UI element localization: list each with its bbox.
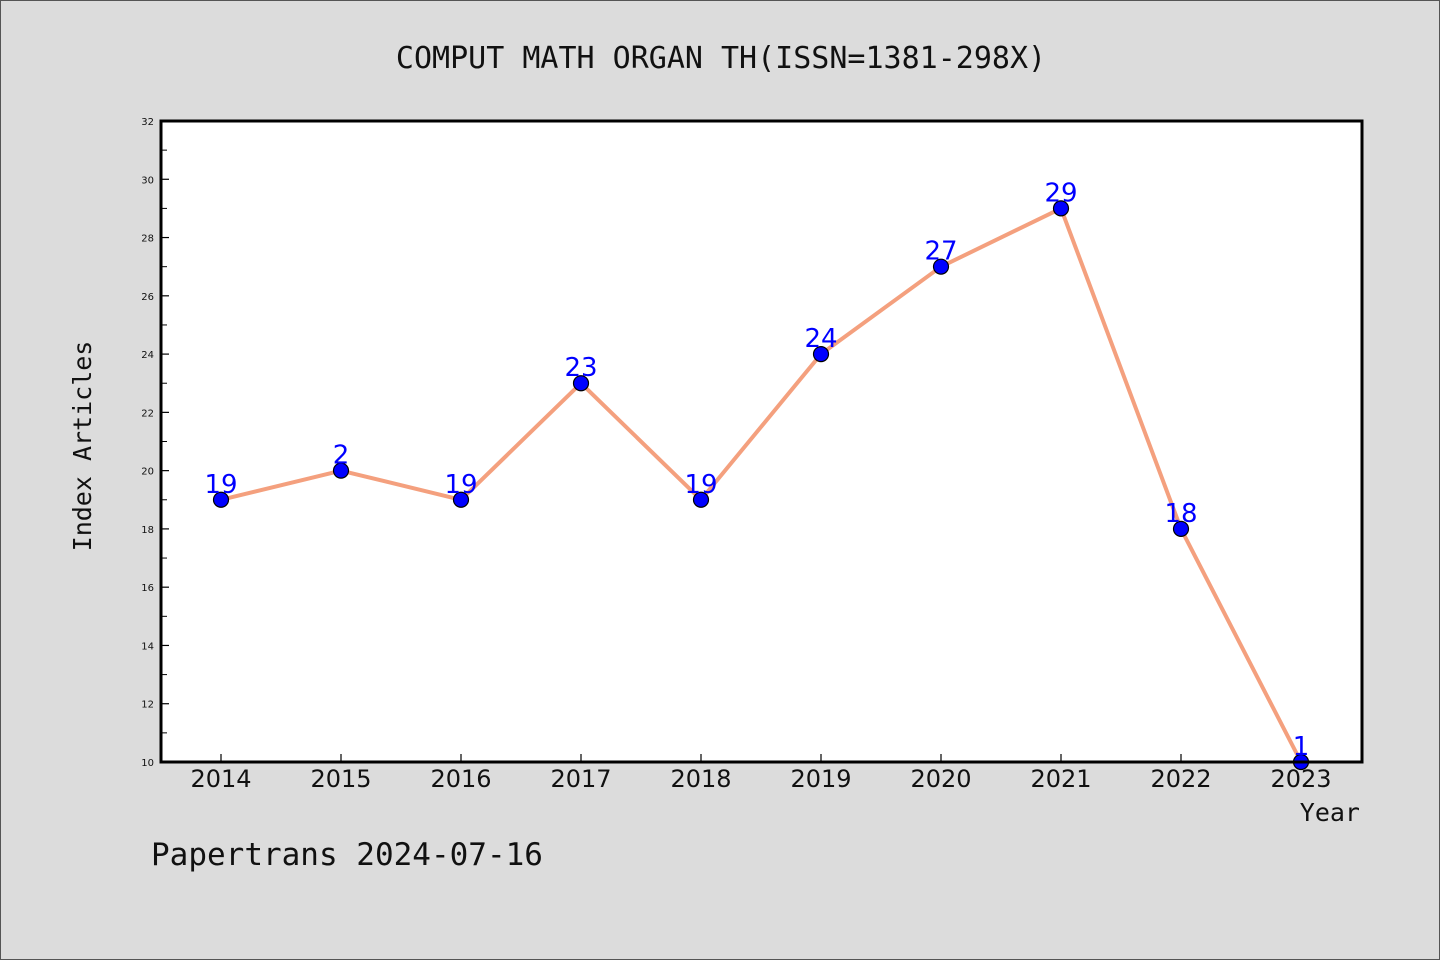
data-point: [572, 375, 590, 392]
data-point: [812, 345, 830, 363]
x-tick-label: 2017: [550, 765, 611, 793]
x-axis-label: Year: [1300, 798, 1360, 827]
data-point: [692, 491, 710, 508]
y-tick-label: 30: [141, 175, 154, 186]
y-tick-label: 14: [141, 641, 154, 652]
x-tick-label: 2015: [310, 765, 371, 793]
plot-area: [161, 121, 1362, 762]
data-label: 29: [1044, 178, 1077, 208]
data-label: 18: [1164, 499, 1197, 529]
x-tick-label: 2019: [790, 765, 851, 793]
x-tick-label: 2018: [670, 765, 731, 793]
y-tick-label: 24: [141, 350, 154, 361]
data-label: 24: [804, 324, 837, 354]
data-label: 23: [564, 353, 597, 383]
data-label: 2: [333, 441, 350, 471]
y-tick-label: 12: [141, 700, 154, 711]
data-label: 19: [684, 470, 717, 500]
footer-source-date: Papertrans 2024-07-16: [151, 837, 543, 873]
x-tick-label: 2021: [1030, 765, 1091, 793]
y-tick-label: 28: [141, 234, 154, 245]
series-line: [220, 206, 1303, 763]
x-tick-label: 2014: [190, 765, 251, 793]
data-point: [452, 491, 470, 508]
y-tick-label: 20: [141, 467, 154, 478]
chart-title: COMPUT MATH ORGAN TH(ISSN=1381-298X): [396, 41, 1046, 76]
data-label: 19: [204, 470, 237, 500]
data-point: [212, 491, 230, 508]
data-label: 27: [924, 237, 957, 267]
data-point: [1172, 520, 1190, 538]
data-label: 19: [444, 470, 477, 500]
y-tick-label: 16: [141, 583, 154, 594]
plot-frame: [159, 119, 1364, 764]
y-tick-label: 26: [141, 292, 154, 303]
data-labels: 19 2 19 23 19 24 27 29 18 1: [204, 178, 1309, 762]
y-axis-label: Index Articles: [68, 341, 97, 552]
x-tick-label: 2022: [1150, 765, 1211, 793]
y-tick-label: 18: [141, 525, 154, 536]
x-tick-label: 2016: [430, 765, 491, 793]
x-tick-label: 2020: [910, 765, 971, 793]
data-label: 1: [1293, 732, 1310, 762]
y-tick-label: 10: [141, 758, 154, 769]
data-point: [932, 258, 950, 275]
data-point: [1052, 200, 1070, 217]
y-tick-label: 22: [141, 408, 154, 419]
data-point: [332, 462, 350, 479]
y-tick-label: 32: [141, 117, 154, 128]
